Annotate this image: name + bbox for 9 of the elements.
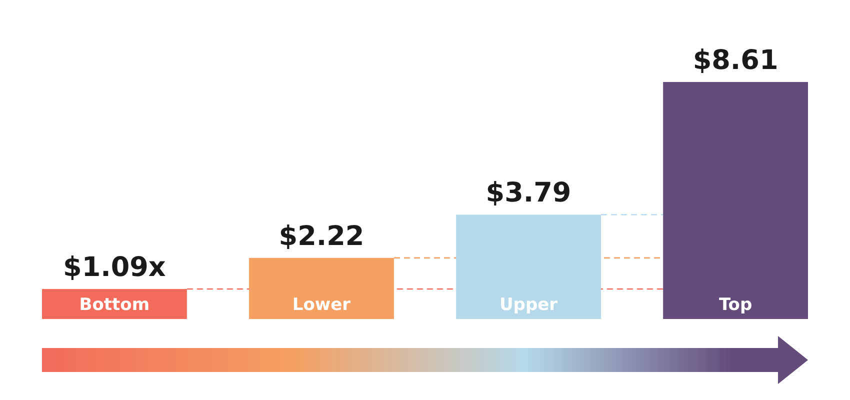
bar <box>663 82 808 319</box>
data-label: $2.22 <box>278 220 364 252</box>
data-label: $3.79 <box>486 178 572 209</box>
x-tick-label: Upper <box>499 295 558 315</box>
x-tick-label: Top <box>718 295 752 315</box>
x-tick-label: Lower <box>292 295 352 315</box>
x-tick-label: Bottom <box>79 295 150 315</box>
data-label: $8.61 <box>692 45 778 76</box>
data-label: $1.09x <box>63 252 166 283</box>
